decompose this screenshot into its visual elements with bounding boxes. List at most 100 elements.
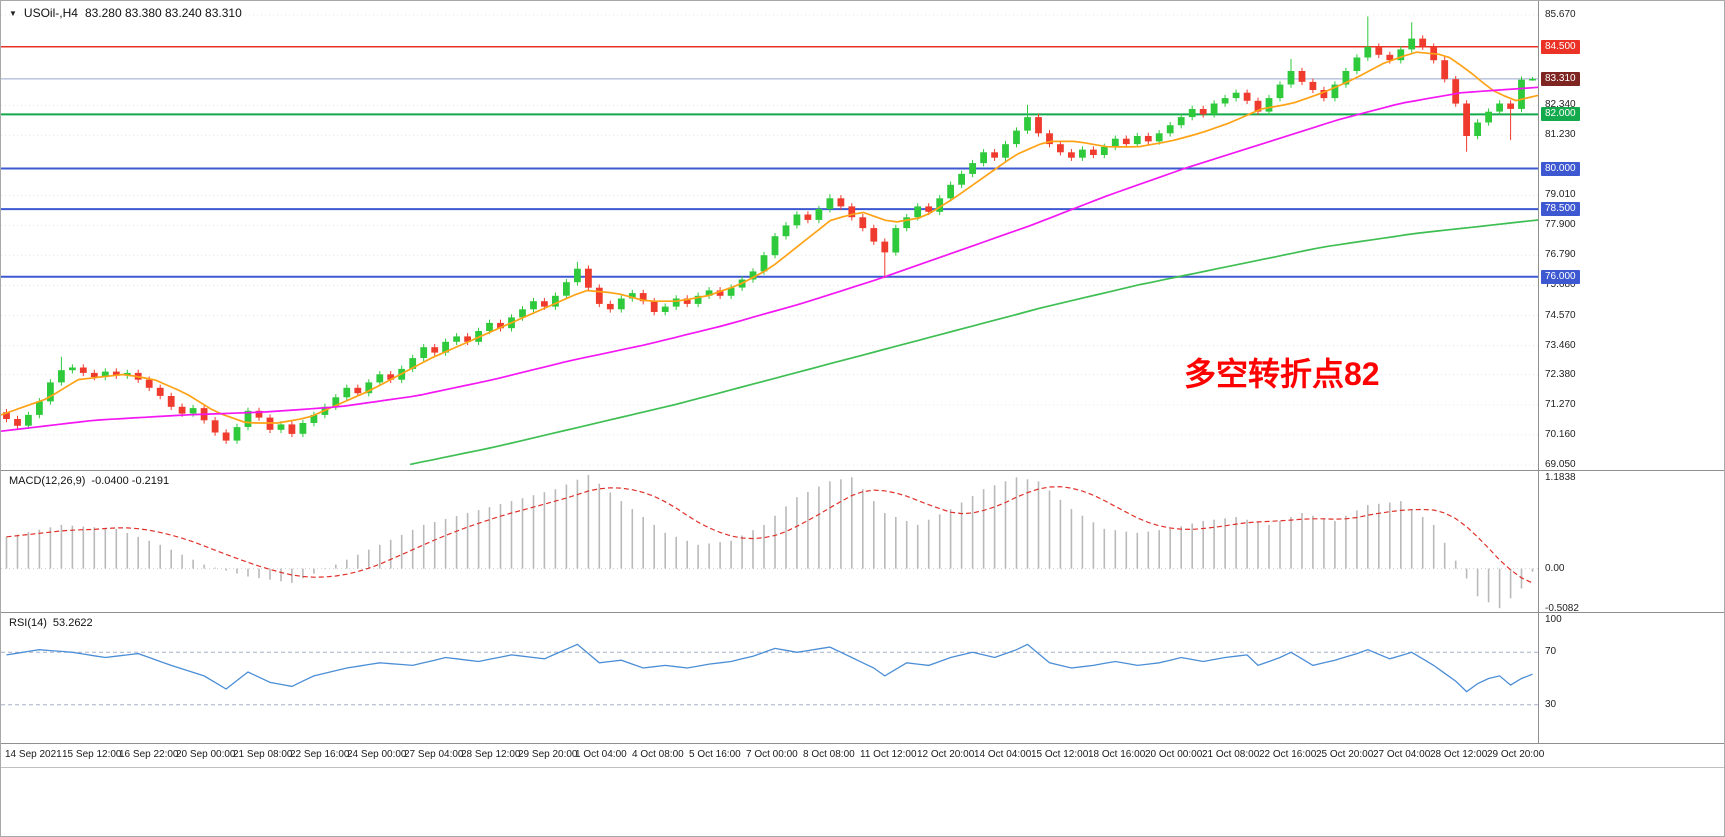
time-label: 28 Oct 12:00 xyxy=(1430,749,1488,760)
candle-body xyxy=(387,374,395,380)
candle-body xyxy=(365,382,373,394)
candle-body xyxy=(530,301,537,310)
rsi-panel[interactable]: RSI(14) 53.2622 100 70 30 xyxy=(1,613,1724,744)
ma-mid-line xyxy=(1,86,1538,433)
candle-body xyxy=(1386,54,1394,61)
candle-body xyxy=(1353,57,1361,71)
candle-body xyxy=(90,372,98,377)
price-tick: 82.340 xyxy=(1545,99,1576,110)
rsi-axis-label: 70 xyxy=(1545,646,1557,657)
candle-body xyxy=(58,370,65,383)
candle-body xyxy=(211,420,219,433)
candle-body xyxy=(277,424,285,430)
candle-body xyxy=(639,293,647,302)
candle-body xyxy=(1529,78,1536,81)
candle-body xyxy=(881,241,889,253)
price-tick: 76.790 xyxy=(1545,249,1576,260)
time-label: 21 Sep 08:00 xyxy=(233,749,293,760)
macd-histogram xyxy=(5,475,1534,609)
rsi-indicator-value: 53.2622 xyxy=(52,617,93,629)
chevron-down-icon[interactable]: ▼ xyxy=(9,8,17,18)
candle-body xyxy=(1364,46,1372,58)
candle-body xyxy=(650,301,658,312)
candle-body xyxy=(672,298,680,307)
candle-body xyxy=(563,282,570,296)
candle-body xyxy=(925,206,933,212)
rsi-axis[interactable]: 100 70 30 xyxy=(1538,613,1724,743)
price-tag-80.000[interactable]: 80.000 xyxy=(1541,162,1580,176)
chart-annotation[interactable]: 多空转折点82 xyxy=(1184,356,1380,392)
candle-body xyxy=(101,371,109,377)
ma-fast-line xyxy=(1,51,1538,424)
candle-body xyxy=(3,412,10,419)
candle-body xyxy=(178,406,186,414)
rsi-axis-label: 30 xyxy=(1545,699,1557,710)
time-label: 20 Sep 00:00 xyxy=(176,749,236,760)
candle-body xyxy=(1035,117,1042,134)
macd-signal-line xyxy=(6,486,1533,584)
price-tag-76.000[interactable]: 76.000 xyxy=(1541,270,1580,284)
candle-body xyxy=(79,367,87,373)
macd-axis-label: 0.00 xyxy=(1545,563,1565,574)
candlestick-chart[interactable] xyxy=(1,1,1538,471)
candle-body xyxy=(980,152,987,164)
candle-body xyxy=(36,401,43,415)
candle-body xyxy=(991,152,998,158)
candle-body xyxy=(793,214,801,226)
price-tick: 81.230 xyxy=(1545,129,1576,140)
time-label: 15 Sep 12:00 xyxy=(62,749,122,760)
candle-body xyxy=(617,298,625,310)
candle-body xyxy=(1111,138,1119,147)
time-label: 28 Sep 12:00 xyxy=(461,749,521,760)
candle-body xyxy=(705,290,713,296)
price-tag-78.500[interactable]: 78.500 xyxy=(1541,202,1580,216)
candle-body xyxy=(189,408,197,414)
candle-body xyxy=(683,298,691,304)
price-axis[interactable]: 85.670 82.340 81.230 79.010 77.900 76.790 75.6… xyxy=(1538,1,1724,470)
price-tag-84.500[interactable]: 84.500 xyxy=(1541,40,1580,54)
candle-body xyxy=(870,228,878,242)
candle-body xyxy=(156,387,164,396)
candle-body xyxy=(837,198,845,207)
time-axis[interactable]: 14 Sep 2021 15 Sep 12:00 16 Sep 22:00 20 Se… xyxy=(1,744,1724,768)
candle-body xyxy=(47,382,54,402)
time-label: 29 Sep 20:00 xyxy=(518,749,578,760)
candle-body xyxy=(1046,133,1053,145)
candle-body xyxy=(145,379,153,388)
rsi-chart[interactable] xyxy=(1,613,1538,744)
candle-body xyxy=(123,372,131,376)
candle-body xyxy=(1254,100,1262,112)
main-chart-panel[interactable]: ▼ USOil-,H4 83.280 83.380 83.240 83.310 … xyxy=(1,1,1724,471)
candle-body xyxy=(969,163,976,174)
candle-body xyxy=(1265,98,1273,112)
candle-body xyxy=(1309,81,1317,90)
candle-body xyxy=(233,427,241,441)
macd-axis[interactable]: 1.1838 0.00 -0.5082 xyxy=(1538,471,1724,614)
candle-body xyxy=(1496,103,1503,112)
macd-chart[interactable] xyxy=(1,471,1538,613)
price-tag-82.000[interactable]: 82.000 xyxy=(1541,107,1580,121)
time-label: 21 Oct 08:00 xyxy=(1202,749,1260,760)
candle-body xyxy=(716,290,724,296)
macd-indicator-name: MACD(12,26,9) xyxy=(9,475,86,487)
candle-body xyxy=(1068,152,1075,158)
macd-panel[interactable]: MACD(12,26,9) -0.0400 -0.2191 1.1838 0.00… xyxy=(1,471,1724,614)
ohlc-values: 83.280 83.380 83.240 83.310 xyxy=(84,6,242,20)
candle-body xyxy=(1155,133,1163,142)
candle-body xyxy=(343,387,351,398)
rsi-line xyxy=(6,643,1533,693)
candle-body xyxy=(1298,71,1306,82)
candle-body xyxy=(936,198,944,212)
rsi-label: RSI(14) 53.2622 xyxy=(9,617,93,629)
candle-body xyxy=(760,255,768,272)
candle-body xyxy=(244,410,252,427)
candle-body xyxy=(1199,109,1207,115)
candle-body xyxy=(1013,130,1020,145)
macd-indicator-values: -0.0400 -0.2191 xyxy=(91,475,170,487)
candle-body xyxy=(464,336,471,342)
candle-body xyxy=(1331,84,1339,99)
candle-body xyxy=(409,358,417,369)
time-label: 14 Oct 04:00 xyxy=(974,749,1032,760)
candle-body xyxy=(1342,71,1350,85)
